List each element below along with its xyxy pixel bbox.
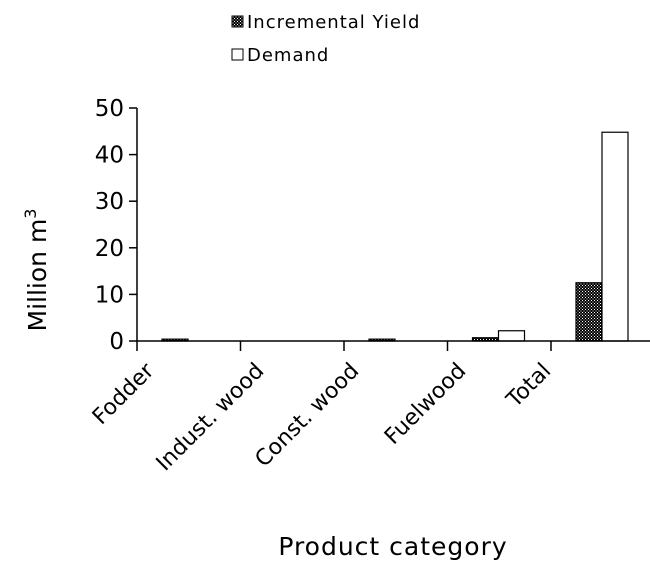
- y-axis: 0 10 20 30 40 50: [95, 96, 138, 355]
- legend: Incremental Yield Demand: [231, 12, 420, 66]
- bar-demand: [497, 330, 526, 342]
- x-category-label: Fodder: [88, 358, 160, 430]
- y-tick-label: 50: [95, 96, 124, 122]
- legend-swatch-demand: [231, 48, 244, 61]
- legend-label-incremental-yield: Incremental Yield: [247, 12, 420, 33]
- x-axis: [136, 340, 650, 351]
- x-category-label: Fuelwood: [380, 359, 471, 450]
- y-tick-label: 20: [95, 236, 124, 262]
- y-tick-label: 40: [95, 143, 124, 169]
- y-axis-title: Million m3: [21, 209, 52, 332]
- y-tick-label: 30: [95, 189, 124, 215]
- legend-swatch-incremental-yield: [231, 15, 244, 28]
- bars: [161, 131, 629, 342]
- x-axis-title: Product category: [278, 532, 507, 561]
- bar-demand: [601, 131, 629, 342]
- x-category-label: Indust. wood: [152, 359, 270, 477]
- y-tick-label: 0: [109, 329, 124, 355]
- bar-incremental-yield: [575, 282, 603, 342]
- y-tick-label: 10: [95, 282, 124, 308]
- legend-label-demand: Demand: [247, 45, 329, 66]
- x-category-label: Total: [502, 359, 557, 414]
